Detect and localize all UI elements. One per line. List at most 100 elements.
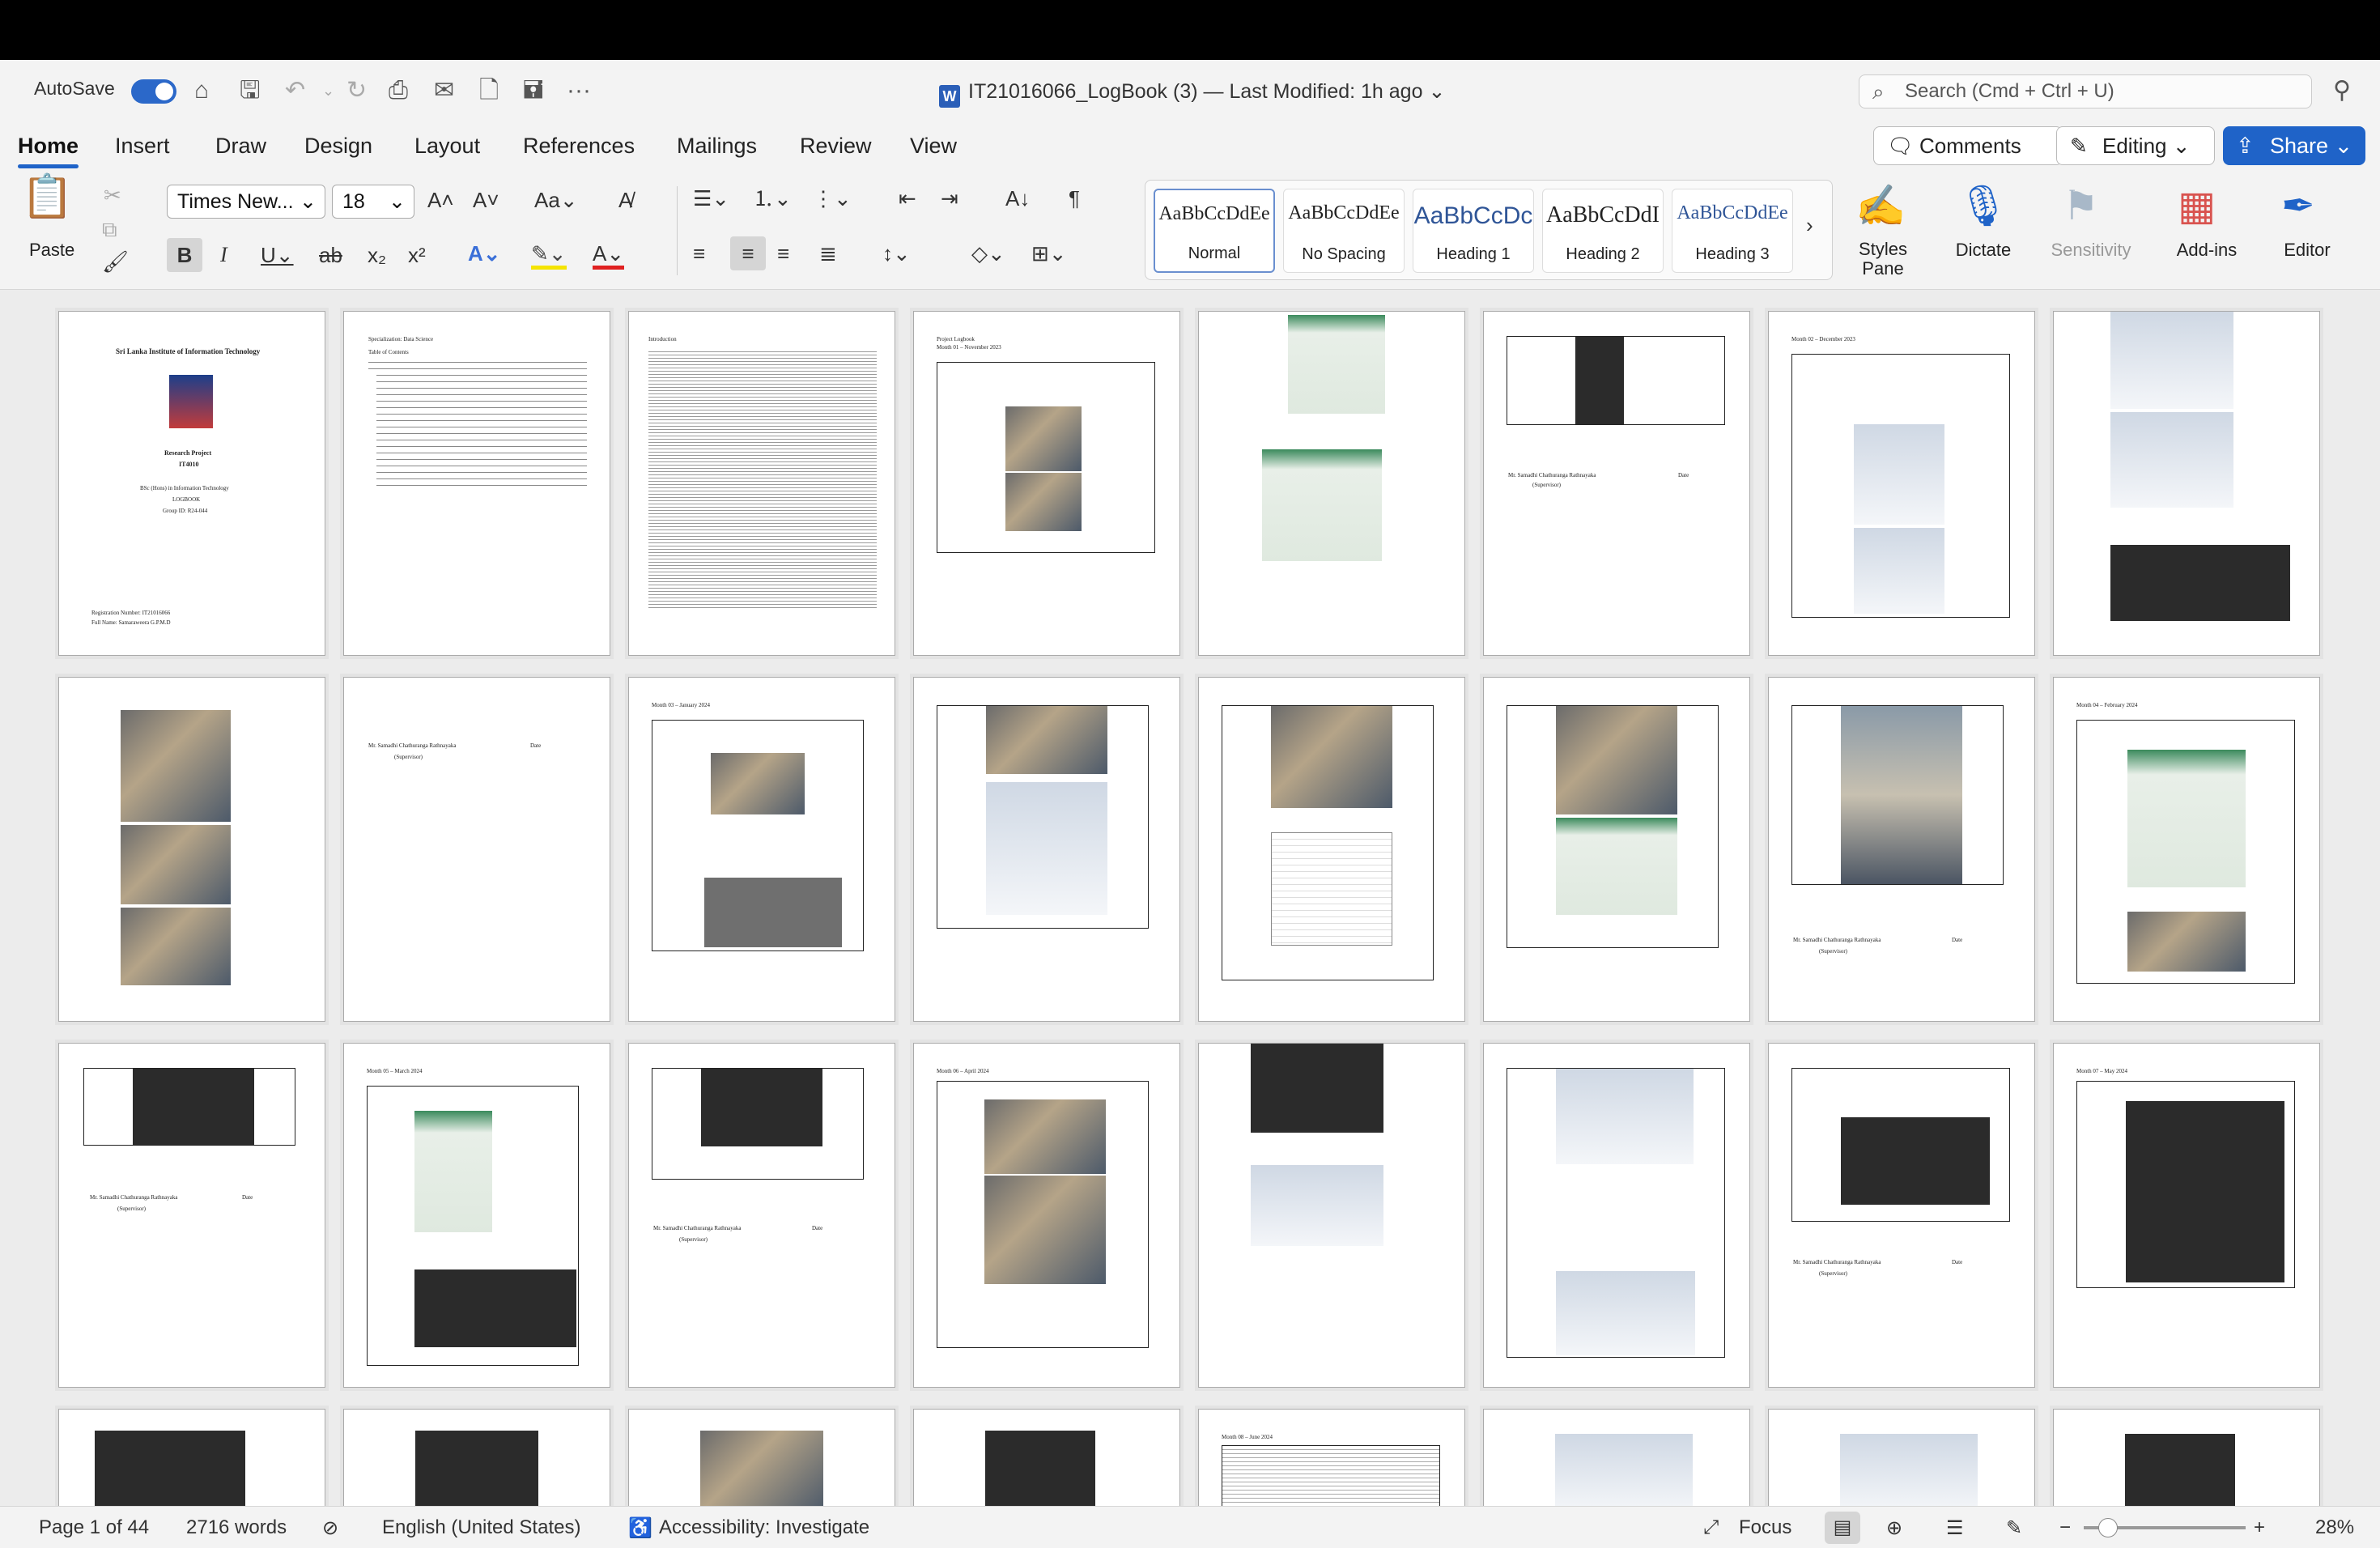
increase-indent-icon[interactable]: ⇥: [941, 186, 958, 211]
language[interactable]: English (United States): [382, 1516, 581, 1538]
proofing-icon[interactable]: ⊘: [322, 1517, 339, 1539]
copy-icon[interactable]: ⧉: [102, 217, 117, 241]
search-box[interactable]: ⌕ Search (Cmd + Ctrl + U): [1859, 74, 2312, 108]
page-thumbnail[interactable]: Month 04 – February 2024: [2053, 677, 2320, 1022]
page-thumbnail[interactable]: Mr. Samadhi Chathuranga Rathnayaka Date …: [628, 1043, 895, 1388]
page-thumbnail[interactable]: [1483, 1043, 1750, 1388]
editor-icon[interactable]: ✒: [2281, 183, 2315, 228]
line-spacing-icon[interactable]: ↕⌄: [882, 241, 911, 266]
page-thumbnail[interactable]: [2053, 311, 2320, 656]
email-icon[interactable]: ✉: [434, 77, 455, 104]
sensitivity-label[interactable]: Sensitivity: [2051, 240, 2131, 260]
page-thumbnail[interactable]: Month 08 – June 2024: [1198, 1409, 1465, 1506]
page-thumbnail[interactable]: Month 03 – January 2024: [628, 677, 895, 1022]
style-heading-2[interactable]: AaBbCcDdI Heading 2: [1542, 189, 1664, 273]
page-thumbnail[interactable]: Specialization: Data Science Table of Co…: [343, 311, 610, 656]
justify-icon[interactable]: ≣: [819, 241, 837, 266]
show-formatting-icon[interactable]: ¶: [1069, 186, 1080, 211]
style-heading-1[interactable]: AaBbCcDc Heading 1: [1413, 189, 1534, 273]
tab-view[interactable]: View: [910, 134, 958, 158]
zoom-in-icon[interactable]: +: [2254, 1516, 2266, 1538]
superscript-button[interactable]: x²: [408, 243, 426, 267]
print-icon[interactable]: ⎙: [389, 77, 408, 104]
shading-icon[interactable]: ◇⌄: [971, 241, 1005, 266]
font-size-select[interactable]: 18 ⌄: [332, 185, 414, 219]
page-thumbnail[interactable]: Mr. Samadhi Chathuranga Rathnayaka Date …: [343, 677, 610, 1022]
italic-button[interactable]: I: [220, 243, 227, 266]
strikethrough-button[interactable]: ab: [319, 243, 342, 267]
outline-icon[interactable]: ☰: [1946, 1517, 1964, 1539]
font-color-icon[interactable]: A⌄: [593, 241, 625, 270]
bullets-icon[interactable]: ☰⌄: [693, 186, 730, 211]
page-thumbnail[interactable]: Project Logbook Month 01 – November 2023: [913, 311, 1180, 656]
focus-label[interactable]: Focus: [1739, 1516, 1792, 1538]
save-as-icon[interactable]: 🖬: [523, 77, 544, 104]
tab-draw[interactable]: Draw: [215, 134, 267, 158]
styles-pane-icon[interactable]: ✍: [1855, 183, 1906, 228]
word-count[interactable]: 2716 words: [186, 1516, 287, 1538]
clipboard-icon[interactable]: 📋: [21, 173, 74, 220]
page-thumbnail[interactable]: Introduction: [628, 311, 895, 656]
clear-formatting-icon[interactable]: A̸: [618, 188, 633, 212]
page-thumbnail[interactable]: [1768, 1409, 2035, 1506]
dictate-label[interactable]: Dictate: [1955, 240, 2012, 260]
underline-button[interactable]: U⌄: [261, 243, 294, 267]
subscript-button[interactable]: x₂: [368, 243, 387, 267]
page-thumbnail[interactable]: [1198, 677, 1465, 1022]
accessibility-status[interactable]: Accessibility: Investigate: [659, 1516, 870, 1538]
font-name-select[interactable]: Times New... ⌄: [167, 185, 325, 219]
add-ins-icon[interactable]: ▦: [2178, 183, 2216, 228]
style-no-spacing[interactable]: AaBbCcDdEe No Spacing: [1283, 189, 1405, 273]
page-thumbnail[interactable]: [1198, 311, 1465, 656]
styles-pane-label[interactable]: Styles Pane: [1859, 239, 1907, 279]
page-thumbnail[interactable]: Month 02 – December 2023: [1768, 311, 2035, 656]
page-thumbnail[interactable]: Month 07 – May 2024: [2053, 1043, 2320, 1388]
zoom-out-icon[interactable]: −: [2059, 1516, 2072, 1538]
bold-button[interactable]: B: [167, 238, 202, 272]
tab-insert[interactable]: Insert: [115, 134, 170, 158]
editor-label[interactable]: Editor: [2284, 240, 2331, 260]
shrink-font-icon[interactable]: A˅: [473, 188, 499, 212]
editing-button[interactable]: ✎ Editing ⌄: [2056, 126, 2215, 165]
tab-home[interactable]: Home: [18, 130, 79, 168]
accessibility-icon[interactable]: ♿: [628, 1517, 652, 1539]
redo-icon[interactable]: ↻: [346, 77, 368, 104]
focus-icon[interactable]: ⤢: [1703, 1516, 1719, 1538]
page-thumbnail[interactable]: [2053, 1409, 2320, 1506]
tab-design[interactable]: Design: [304, 134, 373, 158]
tab-references[interactable]: References: [523, 134, 635, 158]
page-thumbnail[interactable]: [1198, 1043, 1465, 1388]
page-thumbnail[interactable]: [343, 1409, 610, 1506]
change-case-icon[interactable]: Aa⌄: [534, 188, 578, 212]
numbering-icon[interactable]: ⒈⌄: [753, 186, 792, 211]
tab-layout[interactable]: Layout: [414, 134, 481, 158]
document-canvas[interactable]: Sri Lanka Institute of Information Techn…: [0, 290, 2380, 1506]
zoom-level[interactable]: 28%: [2315, 1516, 2355, 1538]
align-right-icon[interactable]: ≡: [777, 241, 790, 266]
chevron-right-icon[interactable]: ›: [1806, 213, 1813, 237]
paste-label[interactable]: Paste: [29, 240, 75, 260]
decrease-indent-icon[interactable]: ⇤: [899, 186, 916, 211]
sort-icon[interactable]: A↓: [1005, 186, 1031, 211]
home-icon[interactable]: ⌂: [194, 77, 210, 104]
share-button[interactable]: ⇪ Share ⌄: [2223, 126, 2365, 165]
highlight-icon[interactable]: ✎⌄: [531, 241, 567, 270]
page-thumbnail[interactable]: [913, 677, 1180, 1022]
style-heading-3[interactable]: AaBbCcDdEe Heading 3: [1672, 189, 1793, 273]
microphone-icon[interactable]: 🎙: [1957, 183, 2009, 228]
draft-icon[interactable]: ✎: [2006, 1517, 2023, 1539]
align-center-icon[interactable]: ≡: [730, 236, 766, 270]
more-icon[interactable]: ···: [567, 77, 591, 104]
page-thumbnail[interactable]: Sri Lanka Institute of Information Techn…: [58, 311, 325, 656]
borders-icon[interactable]: ⊞⌄: [1031, 241, 1067, 266]
sensitivity-icon[interactable]: ⚑: [2063, 183, 2099, 228]
page-thumbnail[interactable]: [58, 677, 325, 1022]
page-thumbnail[interactable]: Month 06 – April 2024: [913, 1043, 1180, 1388]
autosave-toggle[interactable]: [131, 79, 176, 104]
page-count[interactable]: Page 1 of 44: [39, 1516, 150, 1538]
print-layout-icon[interactable]: ▤: [1825, 1512, 1860, 1544]
page-thumbnail[interactable]: Mr. Samadhi Chathuranga Rathnayaka Date …: [1768, 677, 2035, 1022]
format-painter-icon[interactable]: 🖌: [102, 249, 130, 274]
grow-font-icon[interactable]: A˄: [427, 188, 454, 212]
align-left-icon[interactable]: ≡: [693, 241, 706, 266]
